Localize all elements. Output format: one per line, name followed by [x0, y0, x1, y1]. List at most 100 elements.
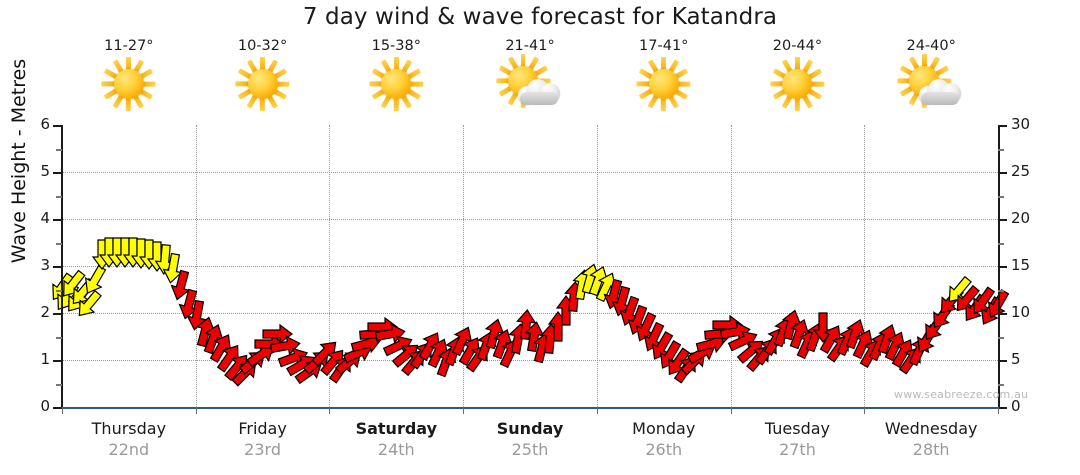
axis-tick [998, 148, 1004, 151]
bottom-axis-tick [195, 407, 197, 414]
horizontal-gridline [62, 172, 998, 173]
axis-tick [53, 407, 62, 409]
day-header-saturday: 15-38° [329, 38, 463, 120]
axis-tick [998, 195, 1004, 198]
axis-tick [998, 407, 1007, 409]
watermark: www.seabreeze.com.au [894, 388, 1029, 401]
horizontal-gridline [62, 360, 998, 361]
left-axis-line [61, 125, 63, 408]
temperature-range: 24-40° [906, 38, 956, 54]
day-divider-gridline [329, 125, 331, 407]
bottom-axis-tick [864, 407, 866, 414]
partly-cloudy-icon [897, 54, 962, 113]
sunny-icon [98, 55, 160, 113]
right-axis-tick-label: 30 [1011, 115, 1031, 133]
axis-tick [53, 219, 62, 221]
right-axis-tick-label: 25 [1011, 162, 1031, 180]
day-header-sunday: 21-41° [463, 38, 597, 120]
day-label-tuesday: Tuesday 27th [731, 418, 865, 472]
sunny-icon [232, 55, 294, 113]
day-header-thursday: 11-27° [62, 38, 196, 120]
axis-tick [56, 289, 62, 292]
axis-tick [998, 172, 1007, 174]
axis-tick [53, 266, 62, 268]
day-date: 25th [511, 440, 549, 459]
temperature-range: 21-41° [505, 38, 555, 54]
day-divider-gridline [596, 125, 598, 407]
axis-tick [53, 360, 62, 362]
temperature-range: 11-27° [104, 38, 154, 54]
axis-tick [998, 360, 1007, 362]
temperature-range: 10-32° [237, 38, 288, 54]
axis-tick [998, 289, 1004, 292]
left-axis-tick-label: 5 [40, 162, 50, 180]
axis-tick [998, 125, 1007, 127]
left-axis-tick-label: 3 [40, 256, 50, 274]
day-label-wednesday: Wednesday 28th [864, 418, 998, 472]
sunny-icon [766, 55, 828, 113]
page-title: 7 day wind & wave forecast for Katandra [302, 4, 778, 30]
axis-tick [56, 195, 62, 198]
bottom-axis-tick [998, 407, 999, 414]
temperature-range: 15-38° [371, 38, 421, 54]
day-date: 22nd [108, 440, 150, 459]
day-header-row: 11-27° 10-32° 15-38° 21-41° 17-41° 20-44° 24-4… [62, 38, 998, 120]
day-label-friday: Friday 23rd [196, 418, 330, 472]
day-name: Tuesday [764, 419, 830, 438]
left-axis-tick-label: 0 [40, 397, 50, 415]
day-header-monday: 17-41° [597, 38, 731, 120]
day-divider-gridline [463, 125, 465, 407]
axis-tick [56, 242, 62, 245]
sunny-icon [365, 55, 427, 113]
day-label-sunday: Sunday 25th [463, 418, 597, 472]
sunny-icon [633, 55, 695, 113]
day-divider-gridline [195, 125, 197, 407]
axis-tick [998, 383, 1004, 386]
right-axis-tick-label: 5 [1011, 350, 1021, 368]
axis-tick [998, 219, 1007, 221]
bottom-axis-tick [62, 407, 63, 414]
bottom-axis-tick [463, 407, 465, 414]
right-axis-tick-label: 15 [1011, 256, 1031, 274]
plot-area [52, 125, 1010, 407]
day-date: 28th [912, 440, 950, 459]
day-date: 26th [645, 440, 683, 459]
day-date: 24th [377, 440, 415, 459]
right-axis-tick-label: 10 [1011, 303, 1031, 321]
cloud-icon [518, 79, 561, 105]
bottom-axis-tick [329, 407, 331, 414]
left-axis-tick-label: 1 [40, 350, 50, 368]
day-header-tuesday: 20-44° [731, 38, 865, 120]
day-label-thursday: Thursday 22nd [62, 418, 196, 472]
day-date: 23rd [244, 440, 281, 459]
day-date: 27th [779, 440, 816, 459]
day-name: Saturday [355, 419, 438, 438]
day-name: Monday [632, 419, 696, 438]
day-label-monday: Monday 26th [597, 418, 731, 472]
horizontal-gridline [62, 219, 998, 220]
axis-tick [56, 336, 62, 339]
day-divider-gridline [730, 125, 732, 407]
axis-tick [998, 313, 1007, 315]
cloud-icon [919, 79, 962, 105]
partly-cloudy-icon [496, 54, 561, 113]
axis-tick [53, 172, 62, 174]
day-name: Sunday [496, 419, 564, 438]
day-name: Thursday [91, 419, 167, 438]
horizontal-gridline [62, 266, 998, 267]
bottom-axis-tick [596, 407, 598, 414]
temperature-range: 17-41° [639, 38, 689, 54]
axis-tick [998, 242, 1004, 245]
day-label-row: Thursday 22nd Friday 23rd Saturday 24th Sunday… [62, 418, 998, 472]
axis-tick [998, 266, 1007, 268]
day-name: Wednesday [884, 419, 978, 438]
temperature-range: 20-44° [772, 38, 823, 54]
left-axis-title: Wave Height - Metres [8, 58, 30, 264]
left-axis-tick-label: 2 [40, 303, 50, 321]
day-header-wednesday: 24-40° [864, 38, 998, 120]
bottom-axis-tick [730, 407, 732, 414]
axis-tick [53, 313, 62, 315]
axis-tick [53, 125, 62, 127]
axis-tick [998, 336, 1004, 339]
